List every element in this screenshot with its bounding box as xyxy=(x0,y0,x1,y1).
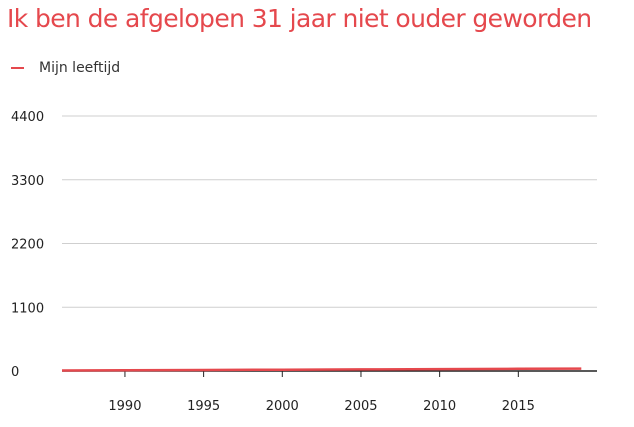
x-tick-label: 2000 xyxy=(266,399,299,414)
x-tick-label: 2015 xyxy=(502,399,535,414)
legend-label: Mijn leeftijd xyxy=(39,60,121,76)
x-tick-label: 2005 xyxy=(344,399,377,414)
series-lines xyxy=(61,367,582,372)
y-tick-label: 0 xyxy=(11,365,19,380)
y-tick-label: 4400 xyxy=(11,110,44,125)
y-tick-label: 3300 xyxy=(11,174,44,189)
x-tick-label: 1995 xyxy=(187,399,220,414)
y-axis-labels: 4400 3300 2200 1100 0 xyxy=(11,110,44,380)
x-tick-label: 1990 xyxy=(108,399,141,414)
grid-lines xyxy=(62,115,597,372)
legend: Mijn leeftijd xyxy=(11,60,120,76)
y-tick-label: 1100 xyxy=(11,301,44,316)
x-axis: 1990 1995 2000 2005 2010 2015 xyxy=(108,371,535,414)
x-tick-label: 2010 xyxy=(423,399,456,414)
chart-title: Ik ben de afgelopen 31 jaar niet ouder g… xyxy=(7,4,592,33)
series-line xyxy=(61,367,582,372)
y-tick-label: 2200 xyxy=(11,238,44,253)
legend-swatch xyxy=(11,67,24,69)
